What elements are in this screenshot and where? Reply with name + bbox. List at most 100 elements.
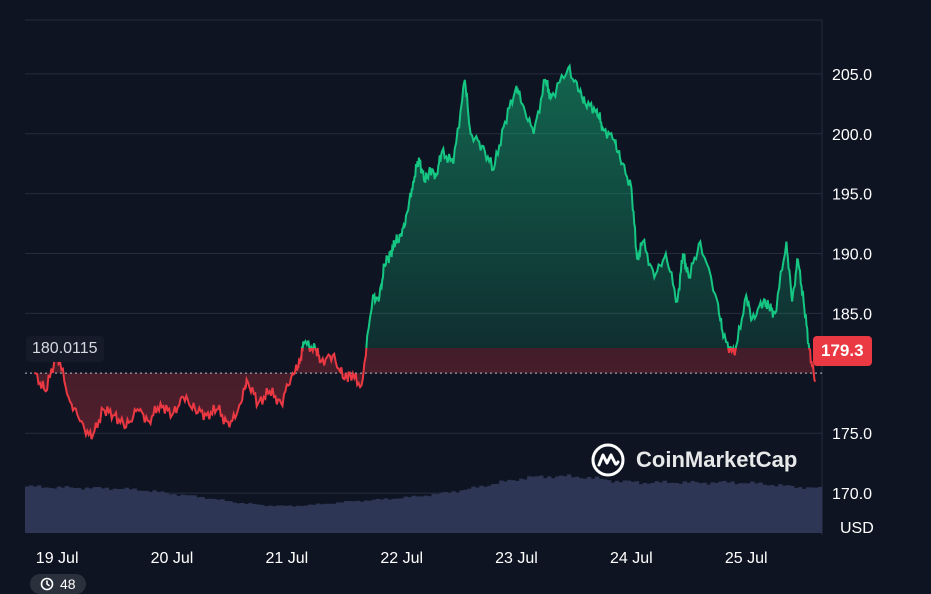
- volume-bar: [347, 501, 353, 533]
- volume-bar: [475, 487, 480, 533]
- volume-bar: [634, 481, 640, 533]
- volume-bar: [244, 503, 249, 533]
- reference-price-label: 180.0115: [26, 336, 104, 362]
- volume-bar: [794, 487, 799, 533]
- volume-bar: [531, 476, 536, 533]
- volume-bar: [786, 485, 791, 533]
- volume-bar: [806, 487, 811, 533]
- volume-bar: [479, 485, 484, 533]
- volume-bar: [184, 495, 189, 533]
- y-tick-label: 190.0: [832, 247, 872, 264]
- volume-bar: [112, 488, 118, 533]
- volume-bar: [375, 498, 381, 533]
- volume-bar: [758, 482, 763, 533]
- volume-bar: [399, 498, 404, 533]
- volume-bar: [224, 501, 229, 533]
- current-price-badge: 179.3: [813, 336, 872, 366]
- y-tick-label: 200.0: [832, 127, 872, 144]
- volume-bar: [295, 505, 301, 533]
- volume-bar: [551, 478, 556, 533]
- volume-bar: [164, 492, 169, 533]
- volume-bar: [32, 486, 38, 533]
- volume-bar: [120, 488, 126, 533]
- volume-bar: [610, 482, 616, 533]
- volume-bar: [200, 496, 205, 533]
- volume-bar: [499, 480, 504, 533]
- price-line-up: [300, 63, 811, 348]
- volume-bar: [630, 481, 636, 533]
- volume-bar: [439, 492, 444, 533]
- volume-bar: [72, 488, 78, 533]
- volume-bar: [116, 489, 122, 533]
- volume-bar: [220, 499, 225, 533]
- x-axis: 19 Jul 20 Jul 21 Jul 22 Jul 23 Jul 24 Jul 25 J…: [36, 550, 768, 567]
- volume-bar: [80, 489, 86, 533]
- volume-bar: [379, 499, 385, 533]
- y-tick-label: 170.0: [832, 486, 872, 503]
- volume-bar: [523, 479, 528, 533]
- volume-bar: [638, 484, 644, 533]
- volume-bar: [88, 488, 94, 533]
- volume-bar: [108, 489, 114, 533]
- volume-bar: [582, 478, 588, 533]
- volume-bar: [570, 477, 576, 533]
- volume-bar: [766, 485, 771, 533]
- volume-bar: [168, 494, 173, 533]
- volume-bar: [280, 505, 285, 533]
- volume-bar: [495, 483, 500, 533]
- volume-bar: [180, 494, 185, 533]
- volume-bar: [487, 485, 492, 533]
- volume-bar: [204, 498, 209, 533]
- volume-bar: [407, 497, 412, 533]
- y-axis: 205.0 200.0 195.0 190.0 185.0 175.0 170.0: [832, 67, 872, 503]
- volume-bar: [491, 484, 496, 533]
- volume-bar: [100, 488, 106, 533]
- volume-bar: [427, 496, 432, 533]
- x-tick-label: 22 Jul: [380, 550, 423, 567]
- volume-bar: [36, 485, 42, 533]
- price-line: [34, 63, 817, 440]
- volume-bar: [403, 496, 408, 533]
- volume-bar: [395, 498, 400, 533]
- volume-bar: [814, 487, 819, 533]
- volume-bar: [303, 505, 309, 533]
- volume-bar: [586, 477, 592, 533]
- volume-bar: [471, 486, 476, 533]
- volume-bar: [232, 502, 237, 533]
- volume-bar: [411, 495, 416, 533]
- volume-bar: [774, 486, 779, 533]
- volume-bar: [196, 497, 201, 533]
- volume-bar: [674, 483, 679, 533]
- volume-bar: [84, 487, 90, 533]
- volume-bar: [678, 483, 683, 533]
- volume-bar: [415, 496, 420, 533]
- volume-bar: [662, 480, 667, 533]
- volume-bar: [558, 475, 564, 533]
- volume-bar: [746, 483, 751, 533]
- volume-bar: [666, 483, 671, 533]
- volume-bar: [682, 481, 687, 533]
- volume-bar: [351, 501, 357, 533]
- volume-bar: [702, 482, 707, 533]
- volume-bar: [256, 504, 261, 533]
- volume-bar: [467, 488, 472, 533]
- volume-bar: [276, 505, 281, 533]
- volume-bar: [56, 486, 62, 533]
- volume-bar: [730, 481, 735, 533]
- volume-bar: [40, 487, 46, 533]
- volume-bar: [44, 487, 50, 533]
- volume-bar: [383, 498, 389, 533]
- x-tick-label: 21 Jul: [265, 550, 308, 567]
- status-pill[interactable]: 48: [30, 574, 86, 594]
- volume-bar: [387, 499, 393, 533]
- volume-bar: [547, 476, 552, 533]
- y-tick-label: 185.0: [832, 306, 872, 323]
- volume-bar: [790, 486, 795, 533]
- volume-bar: [299, 506, 305, 533]
- volume-bar: [714, 482, 719, 533]
- volume-bar: [694, 482, 699, 533]
- volume-bar: [140, 490, 145, 533]
- volume-bar: [810, 487, 815, 533]
- volume-bar: [698, 483, 703, 533]
- x-tick-label: 24 Jul: [610, 550, 653, 567]
